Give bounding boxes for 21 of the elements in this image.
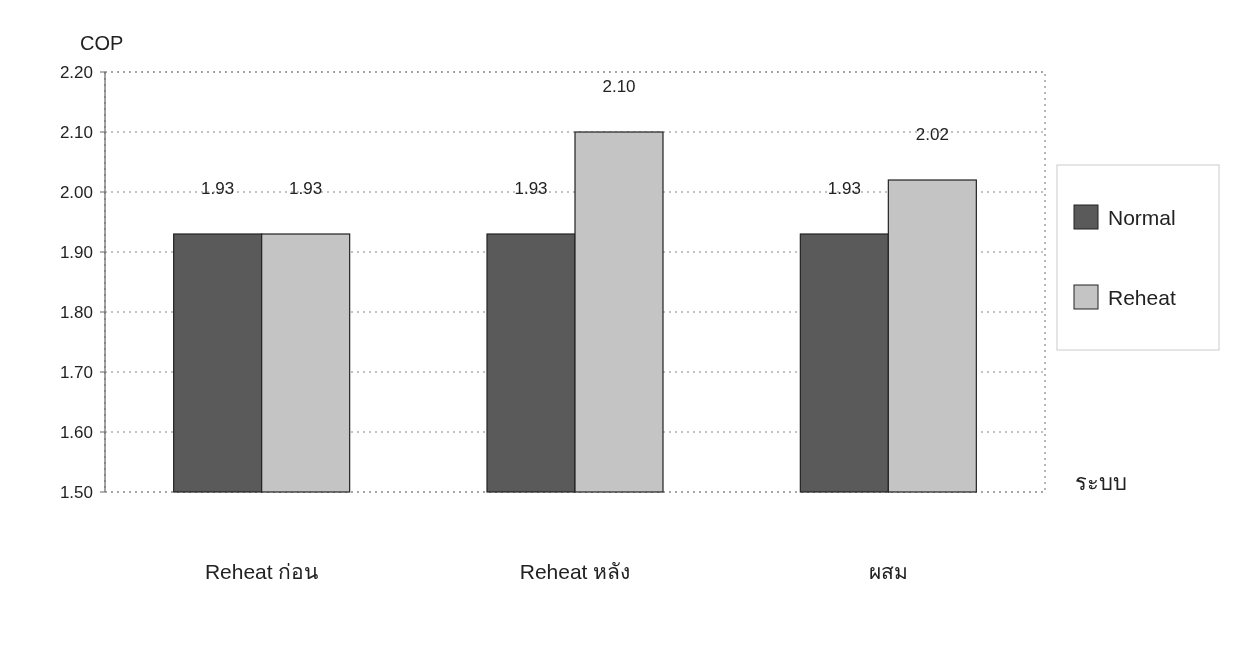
y-tick-label: 2.10 xyxy=(59,123,93,142)
y-tick-label: 1.90 xyxy=(59,243,93,262)
data-label: 1.93 xyxy=(827,179,861,198)
y-tick-label: 1.50 xyxy=(59,483,93,502)
legend-label: Normal xyxy=(1108,206,1176,229)
data-label: 1.93 xyxy=(514,179,548,198)
x-axis-title: ระบบ xyxy=(1075,470,1127,495)
data-label: 2.10 xyxy=(602,77,636,96)
x-tick-label: ผสม xyxy=(868,560,908,583)
x-tick-label: Reheat หลัง xyxy=(519,560,631,583)
legend-label: Reheat xyxy=(1108,286,1176,309)
y-tick-label: 1.60 xyxy=(59,423,93,442)
x-tick-label: Reheat ก่อน xyxy=(204,560,319,583)
data-label: 2.02 xyxy=(915,125,949,144)
data-label: 1.93 xyxy=(201,179,235,198)
y-tick-label: 2.20 xyxy=(59,63,93,82)
data-label: 1.93 xyxy=(289,179,323,198)
y-tick-label: 2.00 xyxy=(59,183,93,202)
y-tick-label: 1.80 xyxy=(59,303,93,322)
y-axis-title: COP xyxy=(80,32,124,54)
y-tick-label: 1.70 xyxy=(59,363,93,382)
